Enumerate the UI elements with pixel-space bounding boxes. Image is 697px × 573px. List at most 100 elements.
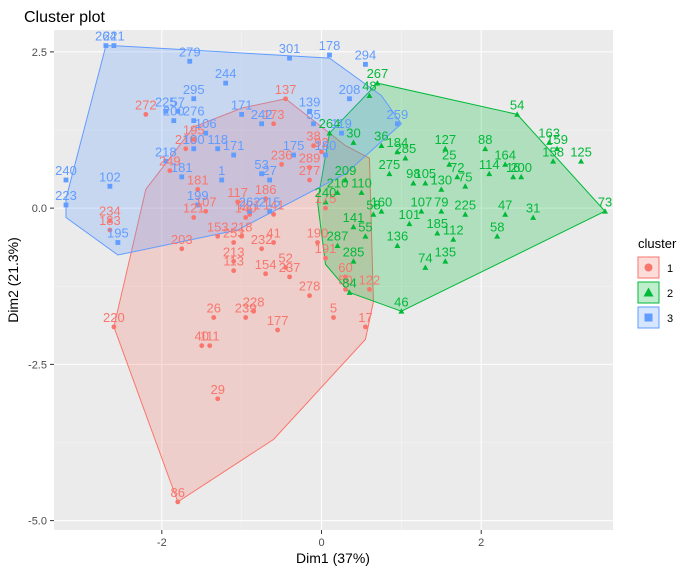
point-label: 27 (262, 163, 276, 178)
point-cluster-2 (446, 161, 453, 167)
point-cluster-3 (107, 183, 113, 189)
point-label: 177 (267, 313, 289, 328)
point-cluster-1 (243, 315, 249, 320)
legend-label-2: 2 (667, 288, 673, 300)
point-cluster-3 (223, 80, 229, 86)
point-cluster-2 (442, 145, 449, 152)
point-label: 285 (343, 244, 365, 259)
point-label: 232 (251, 232, 273, 247)
point-cluster-1 (363, 324, 368, 330)
point-cluster-1 (311, 143, 316, 149)
point-label: 74 (418, 251, 432, 266)
point-label: 259 (387, 107, 409, 122)
point-label: 178 (319, 38, 341, 53)
point-label: 181 (187, 172, 209, 187)
point-cluster-2 (578, 158, 585, 164)
point-cluster-2 (342, 177, 349, 183)
point-cluster-2 (450, 236, 457, 242)
point-label: 52 (278, 251, 292, 266)
point-cluster-3 (287, 55, 292, 61)
point-cluster-1 (307, 165, 312, 170)
point-label: 160 (371, 194, 393, 209)
point-label: 199 (187, 188, 209, 203)
point-label: 47 (498, 197, 512, 212)
point-cluster-1 (107, 227, 113, 233)
point-cluster-1 (167, 168, 173, 174)
legend-label-3: 3 (667, 313, 673, 325)
point-label: 72 (450, 160, 464, 175)
hull-cluster-3 (65, 45, 403, 256)
point-label: 171 (231, 97, 253, 112)
y-tick-label: -5.0 (28, 516, 47, 528)
point-label: 289 (299, 151, 321, 166)
point-cluster-3 (267, 208, 273, 214)
legend-marker-3 (644, 313, 653, 322)
point-cluster-3 (323, 152, 328, 158)
point-cluster-1 (279, 161, 284, 167)
point-label: 40 (195, 329, 209, 344)
point-label: 1 (218, 163, 225, 178)
point-label: 209 (335, 163, 357, 178)
point-label: 153 (207, 219, 229, 234)
point-cluster-3 (231, 152, 237, 158)
point-cluster-2 (334, 189, 341, 195)
point-label: 244 (215, 66, 237, 81)
point-cluster-3 (191, 118, 197, 124)
point-label: 139 (299, 94, 321, 109)
point-label: 73 (598, 194, 612, 209)
point-label: 275 (379, 157, 401, 172)
y-tick-label: 2.5 (32, 47, 47, 59)
point-cluster-3 (203, 130, 209, 136)
point-cluster-1 (283, 265, 288, 270)
point-cluster-2 (518, 173, 525, 180)
point-label: 92 (314, 135, 328, 150)
point-cluster-2 (402, 155, 409, 161)
point-cluster-3 (259, 121, 265, 127)
y-tick-label: 0.0 (32, 203, 47, 215)
point-cluster-1 (331, 315, 336, 320)
point-label: 75 (458, 169, 472, 184)
point-label: 184 (387, 135, 409, 150)
point-label: 171 (223, 138, 245, 153)
point-label: 113 (223, 254, 244, 269)
point-label: 119 (331, 116, 352, 131)
point-cluster-1 (207, 343, 213, 349)
point-cluster-1 (367, 286, 372, 292)
point-cluster-1 (179, 246, 185, 252)
point-cluster-2 (438, 208, 445, 214)
point-label: 240 (315, 185, 337, 200)
point-cluster-1 (175, 499, 181, 505)
point-cluster-2 (326, 130, 333, 136)
point-label: 175 (315, 191, 337, 206)
point-cluster-1 (239, 233, 245, 239)
point-label: 25 (442, 147, 456, 162)
point-labels: 8629401112202617722823917527823752154113… (55, 29, 612, 500)
point-label: 190 (307, 226, 329, 241)
point-label: 236 (271, 147, 293, 162)
point-label: 200 (163, 104, 185, 119)
point-cluster-2 (482, 145, 489, 152)
point-cluster-2 (502, 161, 509, 167)
point-label: 16 (506, 160, 520, 175)
legend-label-1: 1 (667, 263, 673, 275)
point-label: 58 (366, 197, 380, 212)
point-cluster-2 (530, 214, 537, 220)
point-cluster-2 (554, 145, 561, 152)
point-label: 279 (179, 44, 201, 59)
point-cluster-3 (239, 111, 245, 117)
point-cluster-1 (107, 218, 113, 224)
point-label: 295 (183, 82, 205, 97)
point-cluster-2 (438, 186, 445, 192)
point-label: 122 (359, 272, 381, 287)
point-cluster-3 (115, 240, 121, 245)
point-label: 101 (399, 207, 421, 222)
point-cluster-2 (370, 211, 377, 217)
point-label: 38 (306, 129, 320, 144)
point-cluster-2 (322, 198, 329, 205)
legend-marker-2 (643, 287, 654, 297)
point-label: 294 (355, 47, 377, 62)
point-cluster-3 (291, 152, 296, 158)
point-label: 195 (107, 226, 129, 241)
point-label: 30 (346, 126, 360, 141)
point-label: 158 (542, 144, 564, 159)
